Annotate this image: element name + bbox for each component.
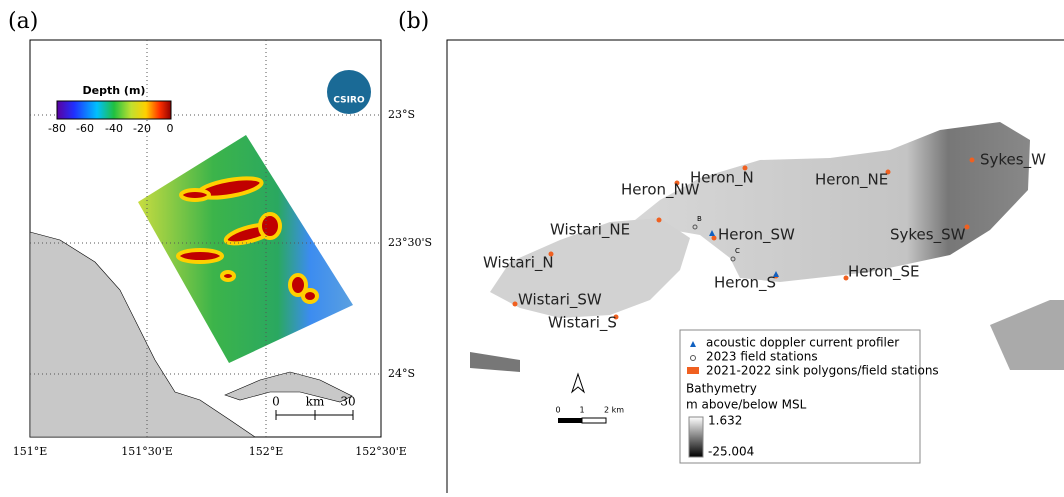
colorbar-tick: -40	[105, 122, 123, 135]
colorbar-tick: -60	[76, 122, 94, 135]
legend-item: 2021-2022 sink polygons/field stations	[706, 364, 939, 378]
scale-label: 30	[340, 395, 355, 409]
colorbar-title: Depth (m)	[83, 84, 146, 97]
station-label: Heron_SW	[718, 226, 795, 245]
colorbar-tick: -80	[48, 122, 66, 135]
legend-item: acoustic doppler current profiler	[706, 336, 899, 350]
station-label: Wistari_SW	[518, 291, 602, 310]
scale-label: 1	[579, 406, 584, 415]
colorbar-tick: 0	[167, 122, 174, 135]
colorbar	[57, 101, 171, 119]
legend-max: 1.632	[708, 414, 742, 428]
lon-label: 152°E	[249, 445, 284, 458]
legend-symbol	[687, 367, 699, 374]
marker-label: C	[735, 247, 740, 255]
panel-label: (a)	[8, 9, 38, 34]
bathymetry-ramp	[689, 417, 703, 457]
station-dot	[970, 158, 975, 163]
legend-item: 2023 field stations	[706, 350, 818, 364]
station-dot	[513, 302, 518, 307]
lat-label: 23°S	[388, 108, 415, 121]
legend-min: -25.004	[708, 445, 754, 459]
marker-label: B	[697, 215, 702, 223]
lon-label: 151°E	[13, 445, 48, 458]
lat-label: 23°30'S	[388, 236, 432, 249]
legend-title: Bathymetry	[686, 382, 757, 396]
station-label: Sykes_W	[980, 151, 1046, 170]
station-label: Heron_N	[690, 169, 754, 188]
station-label: Heron_NE	[815, 171, 888, 190]
panel-label: (b)	[398, 9, 429, 34]
station-label: Heron_S	[714, 274, 776, 293]
lon-label: 152°30'E	[355, 445, 407, 458]
legend-unit: m above/below MSL	[686, 398, 807, 412]
station-dot	[657, 218, 662, 223]
scale-label: 2 km	[604, 406, 624, 415]
logo-text: CSIRO	[333, 96, 365, 106]
station-label: Heron_SE	[848, 263, 920, 282]
colorbar-tick: -20	[133, 122, 151, 135]
station-label: Sykes_SW	[890, 226, 966, 245]
logo-badge	[327, 70, 371, 114]
lon-label: 151°30'E	[121, 445, 173, 458]
scale-label: km	[306, 395, 325, 409]
scale-label: 0	[272, 395, 280, 409]
lat-label: 24°S	[388, 367, 415, 380]
scale-label: 0	[555, 406, 560, 415]
station-label: Heron_NW	[621, 181, 700, 200]
station-dot	[712, 236, 717, 241]
scale-bar	[558, 418, 582, 423]
station-label: Wistari_S	[548, 314, 617, 333]
scale-bar	[582, 418, 606, 423]
figure: (a) (b) Depth (m) -80 -60 -40 -20 0 CSIRO 23°S 23°…	[0, 0, 1064, 493]
station-label: Wistari_NE	[550, 221, 630, 240]
station-label: Wistari_N	[483, 254, 554, 273]
